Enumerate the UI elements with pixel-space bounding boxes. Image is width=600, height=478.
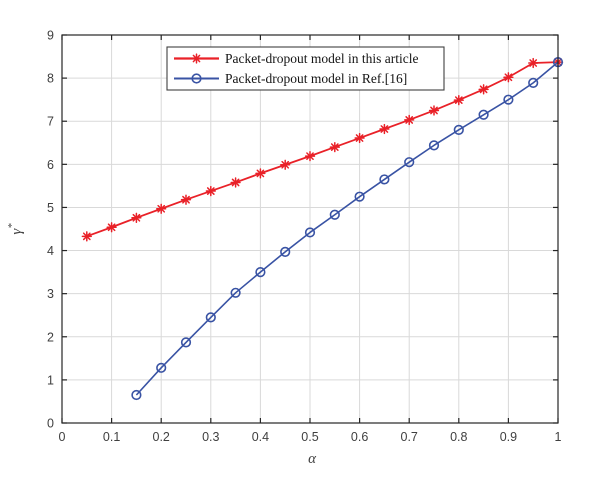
y-tick-label: 8 <box>47 72 54 86</box>
x-tick-label: 0.3 <box>202 430 219 444</box>
circle-marker <box>404 157 415 168</box>
y-tick-label: 3 <box>47 287 54 301</box>
legend-entry-0: Packet-dropout model in this article <box>174 51 418 66</box>
circle-marker <box>230 287 241 298</box>
circle-marker <box>503 94 514 105</box>
legend: Packet-dropout model in this article Pack… <box>166 46 445 91</box>
legend-label: Packet-dropout model in Ref.[16] <box>225 71 407 86</box>
circle-marker <box>191 73 202 84</box>
y-tick-label: 7 <box>47 115 54 129</box>
asterisk-marker <box>156 203 167 214</box>
series-0 <box>81 57 564 242</box>
x-tick-label: 1 <box>555 430 562 444</box>
asterisk-marker <box>106 222 117 233</box>
circle-marker <box>205 312 216 323</box>
circle-marker <box>528 77 539 88</box>
series-group <box>81 57 564 401</box>
series-line-0 <box>86 61 559 238</box>
asterisk-marker <box>503 72 514 83</box>
circle-marker <box>180 337 192 348</box>
x-tick-label: 0.8 <box>450 430 467 444</box>
y-tick-label: 6 <box>47 158 54 172</box>
asterisk-marker <box>280 159 291 170</box>
circle-marker <box>453 124 464 135</box>
series-1 <box>131 57 564 401</box>
x-tick-label: 0.4 <box>252 430 269 444</box>
series-markers-1 <box>131 57 564 401</box>
y-tick-label: 5 <box>47 201 54 215</box>
y-tick-label: 9 <box>47 29 54 43</box>
y-tick-label: 0 <box>47 417 54 431</box>
axes-group: 0 0.1 0.2 0.3 0.4 0.5 0.6 0.7 0.8 0.9 1 0 1 2 3 4 5 6 7 8 9 α… <box>7 29 562 468</box>
circle-marker <box>304 227 316 238</box>
x-tick-label: 0.7 <box>401 430 418 444</box>
y-tick-label: 2 <box>47 330 54 344</box>
asterisk-marker <box>255 168 266 179</box>
legend-entry-1: Packet-dropout model in Ref.[16] <box>174 71 407 86</box>
asterisk-marker <box>354 132 365 144</box>
legend-box <box>166 46 445 91</box>
asterisk-marker <box>230 177 241 188</box>
legend-label: Packet-dropout model in this article <box>225 51 418 66</box>
asterisk-marker <box>453 94 464 106</box>
asterisk-marker <box>428 105 440 116</box>
x-tick-label: 0.2 <box>153 430 170 444</box>
circle-marker <box>280 246 291 257</box>
series-line-1 <box>135 61 559 396</box>
circle-marker <box>255 267 266 278</box>
asterisk-marker <box>81 231 92 242</box>
x-tick-label: 0.1 <box>103 430 120 444</box>
circle-marker <box>478 109 489 120</box>
asterisk-marker <box>528 57 539 69</box>
x-tick-label: 0.9 <box>500 430 517 444</box>
asterisk-marker <box>180 194 192 205</box>
x-tick-label: 0.5 <box>301 430 318 444</box>
x-tick-label: 0 <box>59 430 66 444</box>
asterisk-marker <box>304 150 316 162</box>
x-axis-label: α <box>308 451 317 467</box>
circle-marker <box>156 362 167 373</box>
asterisk-marker <box>191 53 202 64</box>
x-tick-label: 0.6 <box>351 430 368 444</box>
asterisk-marker <box>404 114 415 126</box>
y-axis-label: γ* <box>7 223 25 235</box>
circle-marker <box>354 191 365 202</box>
asterisk-marker <box>379 123 390 135</box>
y-tick-label: 1 <box>47 373 54 387</box>
series-markers-0 <box>81 57 564 242</box>
circle-marker <box>428 140 440 151</box>
y-tick-label: 4 <box>47 244 54 258</box>
circle-marker <box>379 174 390 185</box>
asterisk-marker <box>131 212 142 223</box>
asterisk-marker <box>329 141 340 153</box>
asterisk-marker <box>205 185 216 197</box>
circle-marker <box>329 209 340 220</box>
circle-marker <box>131 389 142 401</box>
asterisk-marker <box>478 84 489 95</box>
